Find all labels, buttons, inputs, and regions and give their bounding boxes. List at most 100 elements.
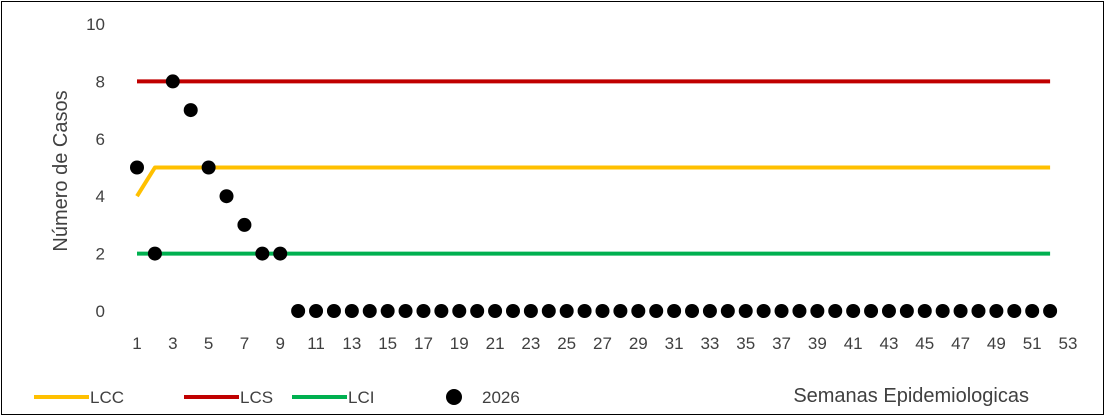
y-axis: 0 2 4 6 8 10 bbox=[86, 15, 105, 321]
legend-label-lcs: LCS bbox=[240, 388, 273, 407]
series-lines bbox=[135, 79, 1051, 256]
x-tick-label: 41 bbox=[844, 334, 863, 353]
data-point-2026 bbox=[147, 246, 162, 261]
legend-label-2026: 2026 bbox=[482, 388, 520, 407]
data-point-2026 bbox=[309, 304, 324, 318]
data-point-2026 bbox=[792, 304, 807, 318]
data-point-2026 bbox=[326, 304, 341, 318]
legend-label-lci: LCI bbox=[348, 388, 374, 407]
data-point-2026 bbox=[971, 304, 986, 318]
y-axis-title: Número de Casos bbox=[50, 90, 72, 251]
x-tick-label: 9 bbox=[275, 334, 284, 353]
x-tick-label: 1 bbox=[132, 334, 141, 353]
data-point-2026 bbox=[183, 103, 198, 118]
data-point-2026 bbox=[505, 304, 520, 318]
data-point-2026 bbox=[452, 304, 467, 318]
data-point-2026 bbox=[219, 189, 234, 204]
x-tick-label: 53 bbox=[1059, 334, 1078, 353]
legend: LCC LCS LCI 2026 bbox=[34, 388, 520, 407]
data-point-2026 bbox=[398, 304, 413, 318]
data-point-2026 bbox=[1025, 304, 1040, 318]
data-point-2026 bbox=[291, 304, 306, 318]
x-tick-label: 17 bbox=[414, 334, 433, 353]
data-point-2026 bbox=[756, 304, 771, 318]
data-point-2026 bbox=[434, 304, 449, 318]
x-tick-label: 5 bbox=[204, 334, 213, 353]
x-tick-label: 39 bbox=[808, 334, 827, 353]
x-tick-label: 35 bbox=[736, 334, 755, 353]
data-point-2026 bbox=[738, 304, 753, 318]
data-point-2026 bbox=[201, 160, 216, 175]
x-tick-label: 13 bbox=[342, 334, 361, 353]
x-tick-label: 33 bbox=[700, 334, 719, 353]
data-point-2026 bbox=[416, 304, 431, 318]
x-tick-label: 29 bbox=[629, 334, 648, 353]
data-point-2026 bbox=[130, 160, 144, 175]
data-point-2026 bbox=[899, 304, 914, 318]
data-point-2026 bbox=[488, 304, 503, 318]
x-tick-label: 31 bbox=[665, 334, 684, 353]
data-point-2026 bbox=[989, 304, 1004, 318]
x-tick-label: 23 bbox=[521, 334, 540, 353]
x-tick-label: 43 bbox=[880, 334, 899, 353]
data-point-2026 bbox=[613, 304, 628, 318]
data-point-2026 bbox=[774, 304, 789, 318]
data-point-2026 bbox=[470, 304, 485, 318]
y-tick-label: 2 bbox=[96, 245, 105, 264]
data-point-2026 bbox=[917, 304, 932, 318]
x-tick-label: 37 bbox=[772, 334, 791, 353]
data-point-2026 bbox=[702, 304, 717, 318]
y-tick-label: 4 bbox=[96, 187, 105, 206]
x-tick-label: 27 bbox=[593, 334, 612, 353]
data-point-2026 bbox=[344, 304, 359, 318]
x-tick-label: 49 bbox=[987, 334, 1006, 353]
x-tick-label: 15 bbox=[378, 334, 397, 353]
data-point-2026 bbox=[1007, 304, 1022, 318]
data-point-2026 bbox=[864, 304, 879, 318]
data-point-2026 bbox=[953, 304, 968, 318]
y-tick-label: 6 bbox=[96, 130, 105, 149]
data-point-2026 bbox=[1043, 304, 1058, 318]
x-tick-label: 51 bbox=[1023, 334, 1042, 353]
x-axis-title: Semanas Epidemiologicas bbox=[793, 385, 1029, 407]
data-point-2026 bbox=[667, 304, 682, 318]
y-tick-label: 8 bbox=[96, 72, 105, 91]
data-point-2026 bbox=[165, 74, 180, 89]
data-point-2026 bbox=[362, 304, 377, 318]
data-point-2026 bbox=[720, 304, 735, 318]
data-point-2026 bbox=[595, 304, 610, 318]
y-tick-label: 10 bbox=[86, 15, 105, 34]
series-line-lcc bbox=[135, 165, 1051, 198]
data-point-2026 bbox=[935, 304, 950, 318]
x-axis: 1 3 5 7 9 11 13 15 17 19 21 23 25 27 29 31 33 35 37 39 41 43 4… bbox=[132, 334, 1077, 353]
data-point-2026 bbox=[881, 304, 896, 318]
data-point-2026 bbox=[685, 304, 700, 318]
data-point-2026 bbox=[631, 304, 646, 318]
data-point-2026 bbox=[523, 304, 538, 318]
x-tick-label: 7 bbox=[240, 334, 249, 353]
data-point-2026 bbox=[810, 304, 825, 318]
y-tick-label: 0 bbox=[96, 302, 105, 321]
data-point-2026 bbox=[649, 304, 664, 318]
legend-label-lcc: LCC bbox=[90, 388, 124, 407]
x-tick-label: 45 bbox=[915, 334, 934, 353]
data-point-2026 bbox=[577, 304, 592, 318]
series-markers bbox=[130, 74, 1058, 318]
data-point-2026 bbox=[541, 304, 556, 318]
data-point-2026 bbox=[846, 304, 861, 318]
data-point-2026 bbox=[255, 246, 270, 261]
x-tick-label: 21 bbox=[486, 334, 505, 353]
x-tick-label: 25 bbox=[557, 334, 576, 353]
x-tick-label: 47 bbox=[951, 334, 970, 353]
data-point-2026 bbox=[237, 217, 252, 232]
x-tick-label: 19 bbox=[450, 334, 469, 353]
data-point-2026 bbox=[380, 304, 395, 318]
data-point-2026 bbox=[828, 304, 843, 318]
legend-swatch-2026 bbox=[446, 389, 462, 405]
x-tick-label: 11 bbox=[307, 334, 325, 353]
x-tick-label: 3 bbox=[168, 334, 177, 353]
data-point-2026 bbox=[273, 246, 288, 261]
data-point-2026 bbox=[559, 304, 574, 318]
